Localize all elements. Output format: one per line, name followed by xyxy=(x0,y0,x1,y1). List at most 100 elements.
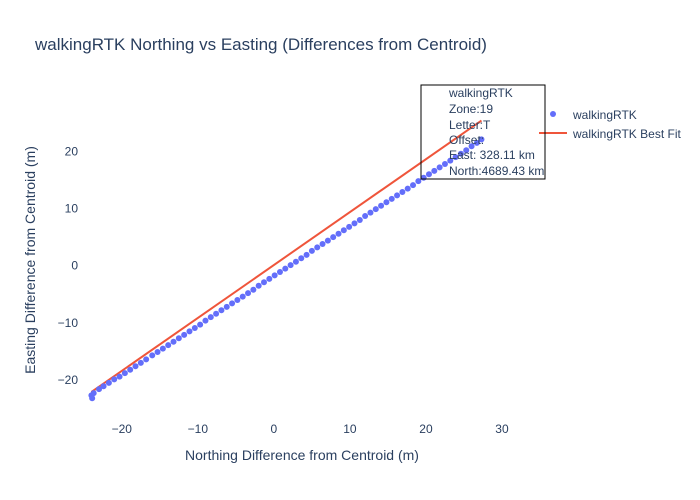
data-point xyxy=(132,363,139,370)
data-point xyxy=(234,297,241,303)
data-point xyxy=(89,395,96,402)
data-point xyxy=(340,227,347,234)
data-point xyxy=(229,300,236,307)
legend-item-walkingrtk[interactable]: walkingRTK xyxy=(550,108,637,122)
data-point xyxy=(303,251,310,258)
x-tick-label: 0 xyxy=(271,422,278,436)
data-point xyxy=(388,195,395,202)
data-point xyxy=(473,139,480,146)
data-point xyxy=(276,269,283,275)
data-point xyxy=(436,164,443,171)
annotation-line-6: North:4689.43 km xyxy=(449,164,544,178)
y-tick-label: 20 xyxy=(65,144,79,158)
points-layer xyxy=(88,136,485,402)
legend-item-best-fit[interactable]: walkingRTK Best Fit xyxy=(539,127,681,141)
best-fit-line xyxy=(90,119,483,393)
data-point xyxy=(213,310,220,317)
y-tick-label: −20 xyxy=(58,373,79,387)
data-point xyxy=(116,373,123,380)
data-point xyxy=(165,342,172,349)
legend: walkingRTK walkingRTK Best Fit xyxy=(539,108,681,141)
data-point xyxy=(314,244,321,251)
data-point xyxy=(383,199,390,206)
data-point xyxy=(100,383,107,390)
x-tick-label: 20 xyxy=(419,422,433,436)
data-point xyxy=(159,345,166,352)
data-point xyxy=(372,206,379,213)
legend-label-walkingrtk: walkingRTK xyxy=(572,108,637,122)
data-point xyxy=(121,370,128,377)
legend-label-best-fit: walkingRTK Best Fit xyxy=(572,127,681,141)
data-point xyxy=(378,202,385,209)
data-point xyxy=(266,275,273,282)
data-point xyxy=(105,379,112,386)
data-point xyxy=(468,143,475,150)
y-tick-label: 0 xyxy=(71,259,78,273)
annotation-box: walkingRTK Zone:19 Letter:T Offset: East… xyxy=(420,84,546,180)
data-point xyxy=(463,147,470,154)
data-point xyxy=(154,349,161,355)
y-axis-label: Easting Difference from Centroid (m) xyxy=(22,146,38,374)
data-point xyxy=(330,234,337,241)
data-point xyxy=(261,279,267,286)
x-axis-label: Northing Difference from Centroid (m) xyxy=(185,447,419,463)
data-point xyxy=(452,154,459,161)
data-point xyxy=(324,237,331,244)
data-point xyxy=(346,223,353,230)
data-point xyxy=(181,331,188,338)
x-tick-label: 10 xyxy=(343,422,357,436)
data-point xyxy=(298,255,305,262)
y-tick-label: −10 xyxy=(58,316,79,330)
annotation-border xyxy=(420,84,546,180)
y-axis-ticks: −20 −10 0 10 20 xyxy=(58,144,79,387)
annotation-line-3: Letter:T xyxy=(449,118,491,132)
data-point xyxy=(143,356,150,363)
annotation-line-5: East: 328.11 km xyxy=(449,148,535,162)
data-point xyxy=(447,157,454,164)
y-tick-label: 10 xyxy=(65,202,79,216)
data-point xyxy=(96,386,103,393)
plot-area xyxy=(88,119,485,402)
data-point xyxy=(239,293,246,300)
data-point xyxy=(175,335,182,342)
data-point xyxy=(404,185,411,192)
x-tick-label: 30 xyxy=(495,422,509,436)
data-point xyxy=(394,192,401,199)
annotation-line-2: Zone:19 xyxy=(449,102,493,116)
data-point xyxy=(335,230,342,237)
data-point xyxy=(250,286,257,293)
data-point xyxy=(271,272,278,279)
data-point xyxy=(287,262,294,269)
x-axis-ticks: −20 −10 0 10 20 30 xyxy=(112,422,509,436)
data-point xyxy=(218,307,225,314)
data-point xyxy=(137,359,144,366)
data-point xyxy=(223,303,230,310)
data-point xyxy=(441,161,448,167)
annotation-line-1: walkingRTK xyxy=(448,86,513,100)
data-point xyxy=(431,167,438,174)
chart-title: walkingRTK Northing vs Easting (Differen… xyxy=(34,35,487,54)
x-tick-label: −20 xyxy=(112,422,133,436)
data-point xyxy=(351,220,358,227)
best-fit-layer xyxy=(90,119,483,393)
data-point xyxy=(207,314,214,321)
data-point xyxy=(90,390,97,397)
data-point xyxy=(410,182,417,189)
data-point xyxy=(202,317,209,324)
data-point xyxy=(292,258,299,265)
data-point xyxy=(367,209,374,216)
data-point xyxy=(319,241,326,247)
data-point xyxy=(282,265,289,272)
data-point xyxy=(356,217,363,223)
data-point xyxy=(415,178,422,185)
data-point xyxy=(111,376,118,383)
data-point xyxy=(191,325,198,331)
data-point xyxy=(399,189,406,195)
data-point xyxy=(245,290,252,297)
data-point xyxy=(425,171,432,178)
data-point xyxy=(149,352,156,359)
annotation-line-4: Offset: xyxy=(449,133,484,147)
data-point xyxy=(127,366,134,373)
